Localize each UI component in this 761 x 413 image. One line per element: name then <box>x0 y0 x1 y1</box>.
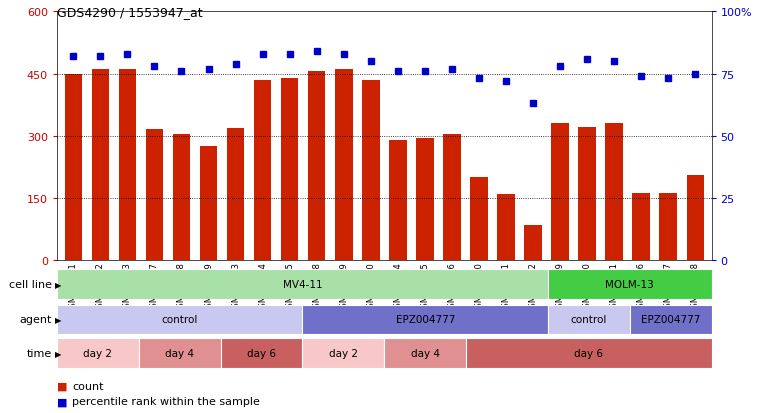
Bar <box>335 70 352 260</box>
Bar <box>630 305 712 335</box>
Bar <box>384 339 466 368</box>
Bar <box>119 70 136 260</box>
Text: control: control <box>161 315 198 325</box>
Bar <box>524 225 542 260</box>
Bar <box>221 339 303 368</box>
Bar <box>548 305 630 335</box>
Bar <box>632 193 650 260</box>
Bar <box>443 134 460 260</box>
Bar <box>57 270 548 299</box>
Bar <box>497 195 514 260</box>
Bar <box>139 339 221 368</box>
Text: EPZ004777: EPZ004777 <box>641 315 700 325</box>
Bar <box>548 270 712 299</box>
Bar <box>57 339 139 368</box>
Text: day 6: day 6 <box>575 349 603 358</box>
Text: MOLM-13: MOLM-13 <box>605 280 654 290</box>
Text: cell line: cell line <box>8 280 52 290</box>
Bar <box>470 178 488 260</box>
Text: ▶: ▶ <box>55 349 62 358</box>
Bar <box>308 72 326 260</box>
Bar <box>173 134 190 260</box>
Bar <box>416 138 434 260</box>
Text: agent: agent <box>19 315 52 325</box>
Text: day 4: day 4 <box>411 349 440 358</box>
Text: percentile rank within the sample: percentile rank within the sample <box>72 396 260 406</box>
Text: ▶: ▶ <box>55 315 62 324</box>
Text: count: count <box>72 381 103 391</box>
Bar <box>65 74 82 260</box>
Text: day 6: day 6 <box>247 349 276 358</box>
Bar <box>660 193 677 260</box>
Bar <box>57 305 303 335</box>
Bar <box>303 339 384 368</box>
Text: EPZ004777: EPZ004777 <box>396 315 455 325</box>
Bar <box>551 124 569 260</box>
Bar <box>578 128 596 260</box>
Text: time: time <box>27 349 52 358</box>
Bar <box>227 129 244 260</box>
Bar <box>254 81 272 260</box>
Bar <box>303 305 548 335</box>
Bar <box>145 130 163 260</box>
Text: day 4: day 4 <box>165 349 194 358</box>
Text: day 2: day 2 <box>329 349 358 358</box>
Bar <box>199 147 218 260</box>
Text: MV4-11: MV4-11 <box>282 280 323 290</box>
Text: ■: ■ <box>57 396 68 406</box>
Text: control: control <box>571 315 607 325</box>
Bar <box>466 339 712 368</box>
Bar <box>606 124 623 260</box>
Bar <box>91 70 109 260</box>
Bar <box>362 81 380 260</box>
Text: GDS4290 / 1553947_at: GDS4290 / 1553947_at <box>57 6 202 19</box>
Text: day 2: day 2 <box>84 349 113 358</box>
Text: ■: ■ <box>57 381 68 391</box>
Bar <box>281 78 298 260</box>
Text: ▶: ▶ <box>55 280 62 289</box>
Bar <box>686 176 704 260</box>
Bar <box>389 140 406 260</box>
